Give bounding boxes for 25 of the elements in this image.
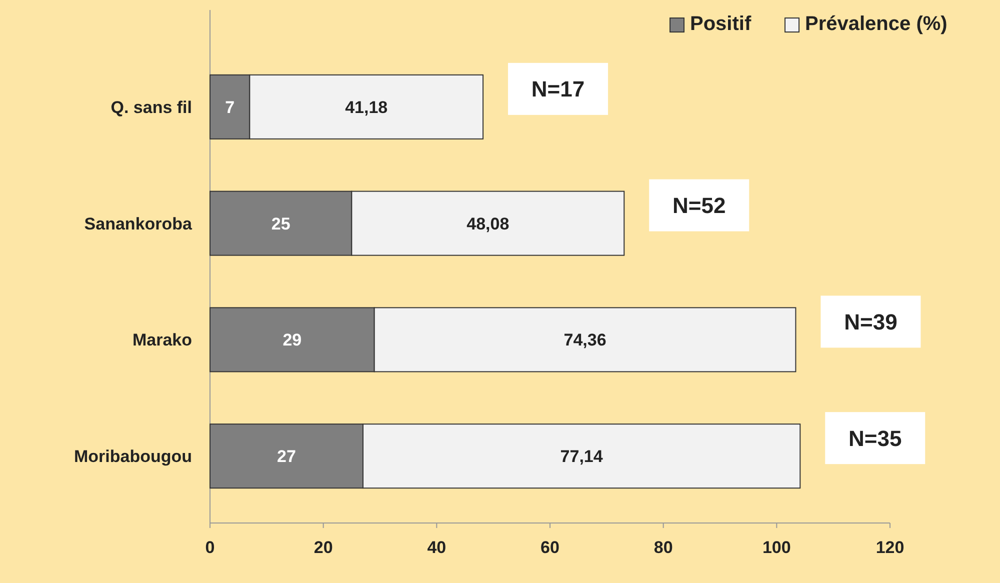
x-tick-label: 80 — [654, 538, 673, 557]
y-tick-label: Q. sans fil — [110, 98, 192, 117]
y-tick-label: Marako — [132, 330, 192, 350]
data-label: 41,18 — [345, 98, 388, 117]
x-tick-label: 0 — [205, 538, 215, 557]
x-tick-label: 120 — [876, 538, 904, 557]
data-label: 7 — [225, 98, 235, 117]
annotation: N=52 — [672, 193, 726, 218]
x-tick-label: 20 — [314, 538, 333, 557]
annotation: N=35 — [848, 426, 902, 451]
data-label: 48,08 — [466, 214, 510, 234]
legend-label: Positif — [690, 13, 752, 35]
x-tick-label: 40 — [427, 538, 446, 557]
legend-label: Prévalence (%) — [805, 13, 948, 35]
data-label: 25 — [271, 214, 290, 234]
annotation: N=17 — [531, 76, 585, 102]
x-tick-label: 60 — [540, 538, 560, 557]
x-tick-label: 100 — [762, 538, 791, 557]
y-tick-label: Sanankoroba — [84, 214, 193, 234]
data-label: 27 — [277, 447, 296, 466]
data-label: 29 — [282, 330, 302, 350]
annotation: N=39 — [844, 309, 898, 334]
data-label: 74,36 — [564, 330, 606, 350]
data-label: 77,14 — [560, 447, 604, 466]
y-tick-label: Moribabougou — [74, 447, 192, 466]
